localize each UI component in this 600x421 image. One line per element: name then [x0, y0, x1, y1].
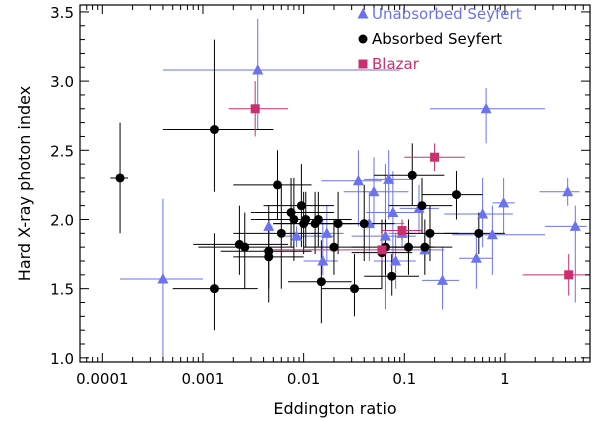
data-point [263, 220, 275, 231]
series-blazar [228, 81, 590, 296]
data-point [498, 196, 510, 208]
data-point [390, 254, 402, 266]
x-axis-title: Eddington ratio [273, 399, 396, 418]
legend-label: Blazar [372, 55, 420, 73]
data-point [368, 185, 380, 197]
data-point [403, 242, 413, 252]
data-point [317, 254, 329, 266]
data-point [470, 252, 482, 263]
data-point [383, 173, 395, 184]
y-tick-label: 3.5 [50, 4, 74, 22]
legend-marker [358, 34, 368, 44]
data-point [349, 284, 359, 294]
data-point [264, 252, 274, 262]
data-point [276, 228, 286, 238]
data-point [486, 228, 498, 240]
data-point [359, 219, 369, 229]
data-point [333, 219, 343, 229]
data-point [273, 180, 283, 190]
data-point [115, 173, 125, 183]
data-point [291, 230, 303, 241]
legend-label: Absorbed Seyfert [372, 30, 502, 48]
legend-item: Unabsorbed Seyfert [357, 5, 522, 23]
data-point [329, 242, 339, 252]
series-markers [157, 64, 581, 285]
data-point [430, 152, 440, 162]
data-point [316, 277, 326, 287]
data-point [437, 274, 449, 285]
y-axis-title: Hard X-ray photon index [15, 86, 34, 281]
legend-item: Absorbed Seyfert [358, 30, 502, 48]
data-point [569, 220, 581, 231]
data-point [407, 170, 417, 180]
data-point [397, 226, 407, 236]
chart-marks [110, 18, 590, 362]
data-point [387, 206, 399, 218]
x-tick-label: 0.001 [182, 370, 225, 388]
y-tick-label: 2.0 [50, 211, 74, 229]
data-point [480, 102, 492, 114]
data-point [301, 214, 311, 224]
x-tick-label: 0.01 [287, 370, 320, 388]
data-point [209, 284, 219, 294]
data-point [209, 125, 219, 135]
series-markers [250, 104, 574, 280]
series-markers [115, 125, 484, 294]
data-point [451, 190, 461, 200]
data-point [240, 242, 250, 252]
legend-marker [357, 8, 369, 19]
data-point [377, 245, 387, 255]
data-point [420, 242, 430, 252]
legend-label: Unabsorbed Seyfert [372, 5, 522, 23]
y-tick-label: 1.0 [50, 350, 74, 368]
data-point [296, 201, 306, 211]
data-point [387, 271, 397, 281]
data-point [379, 230, 391, 241]
x-tick-label: 1 [500, 370, 510, 388]
data-point [562, 185, 574, 197]
data-point [564, 270, 574, 280]
data-point [417, 201, 427, 211]
data-point [286, 208, 296, 218]
x-tick-label: 0.0001 [76, 370, 129, 388]
y-tick-label: 1.5 [50, 281, 74, 299]
legend-item: Blazar [358, 55, 420, 73]
y-tick-label: 3.0 [50, 73, 74, 91]
data-point [252, 64, 264, 75]
x-tick-label: 0.1 [392, 370, 416, 388]
chart-legend: Unabsorbed Seyfert Absorbed Seyfert Blazar [357, 5, 522, 73]
y-tick-label: 2.5 [50, 142, 74, 160]
data-point [250, 104, 260, 114]
data-point [289, 214, 299, 224]
data-point [321, 227, 333, 238]
data-point [313, 214, 323, 224]
legend-marker [358, 59, 368, 69]
plot-frame [79, 4, 591, 363]
series-unabsorbed-seyfert [120, 18, 587, 362]
data-point [477, 207, 489, 219]
data-point [425, 228, 435, 238]
data-point [352, 174, 364, 186]
chart-axes: 0.0001 0.001 0.01 0.1 1 1.0 1.5 2.0 2.5 3.0 3.5 [50, 4, 591, 388]
data-point [157, 272, 169, 284]
series-absorbed-seyfert [110, 39, 505, 331]
data-point [474, 228, 484, 238]
